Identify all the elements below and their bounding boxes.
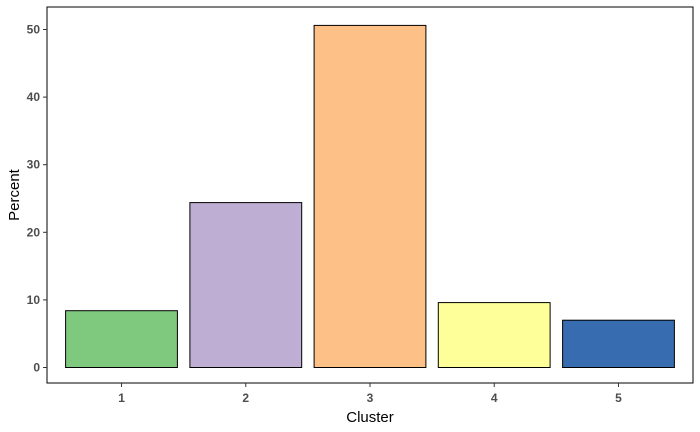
bar-cluster-3: [313, 24, 427, 369]
y-tick-label: 20: [27, 225, 41, 239]
x-tick-label: 3: [367, 391, 374, 405]
bar-cluster-4: [437, 302, 551, 369]
x-axis-title: Cluster: [346, 409, 394, 426]
y-axis: 0 10 20 30 40 50: [27, 23, 47, 375]
x-axis: 1 2 3 4 5: [118, 383, 622, 405]
bar-cluster-2: [189, 202, 303, 368]
y-tick-label: 50: [27, 23, 41, 37]
x-tick-label: 1: [118, 391, 125, 405]
y-axis-title: Percent: [6, 168, 23, 221]
bar-cluster-5: [562, 319, 675, 369]
y-tick-label: 10: [27, 293, 41, 307]
y-tick-label: 30: [27, 158, 41, 172]
bar-cluster-1: [65, 310, 178, 369]
y-tick-label: 0: [33, 361, 40, 375]
x-tick-label: 4: [491, 391, 498, 405]
x-tick-label: 2: [242, 391, 249, 405]
bars-group: [65, 24, 675, 369]
x-tick-label: 5: [615, 391, 622, 405]
y-tick-label: 40: [27, 90, 41, 104]
